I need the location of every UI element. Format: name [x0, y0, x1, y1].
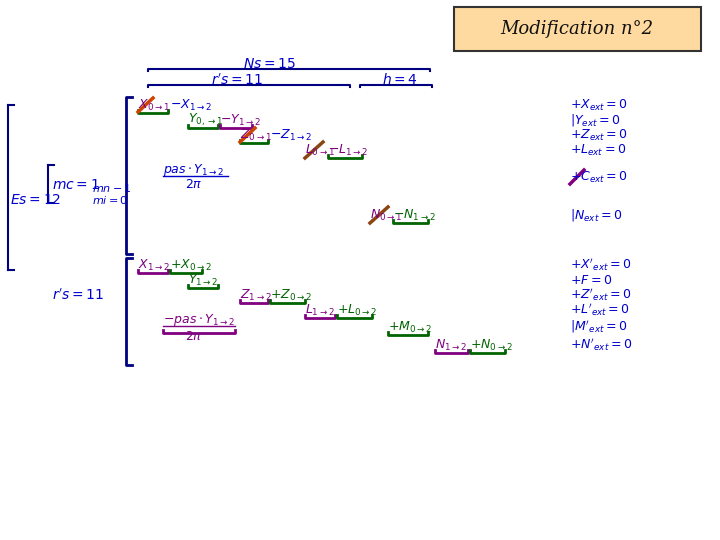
- Text: $X_{1\to2}$: $X_{1\to2}$: [138, 258, 170, 273]
- Text: $+ L_{0\to2}$: $+ L_{0\to2}$: [337, 302, 377, 318]
- Text: $r's = 11$: $r's = 11$: [211, 72, 263, 87]
- Text: $- L_{1\to2}$: $- L_{1\to2}$: [328, 143, 369, 158]
- Text: $+N_{0\to2}$: $+N_{0\to2}$: [470, 338, 513, 353]
- Text: $Z_{0\to1}$: $Z_{0\to1}$: [240, 127, 272, 143]
- Text: $2\pi$: $2\pi$: [185, 330, 202, 343]
- Text: Modification n°2: Modification n°2: [500, 20, 654, 38]
- Text: $| N_{ext} = 0$: $| N_{ext} = 0$: [570, 207, 622, 223]
- Text: $Z_{1\to2}$: $Z_{1\to2}$: [240, 287, 271, 302]
- FancyBboxPatch shape: [454, 7, 701, 51]
- Text: $+L'_{ext} = 0$: $+L'_{ext} = 0$: [570, 302, 630, 318]
- Text: $+M_{0\to2}$: $+M_{0\to2}$: [388, 320, 432, 335]
- Text: $mc = 1$: $mc = 1$: [52, 178, 100, 192]
- Text: $+C_{ext} = 0$: $+C_{ext} = 0$: [570, 170, 628, 185]
- Text: $- X_{1\to2}$: $- X_{1\to2}$: [170, 97, 212, 112]
- Text: $h = 4$: $h = 4$: [382, 72, 418, 87]
- Text: $| M'_{ext} = 0$: $| M'_{ext} = 0$: [570, 319, 628, 335]
- Text: $+X'_{ext} = 0$: $+X'_{ext} = 0$: [570, 256, 631, 273]
- Text: $- Y_{1\to2}$: $- Y_{1\to2}$: [220, 112, 261, 127]
- Text: $mi = 0$: $mi = 0$: [92, 194, 128, 206]
- Text: $pas \cdot Y_{1\to2}$: $pas \cdot Y_{1\to2}$: [163, 162, 225, 178]
- Text: $+F = 0$: $+F = 0$: [570, 273, 612, 287]
- Text: $+Z_{ext} = 0$: $+Z_{ext} = 0$: [570, 127, 628, 143]
- Text: $r's = 11$: $r's = 11$: [52, 287, 104, 302]
- Text: $X_{0\to1}$: $X_{0\to1}$: [138, 97, 170, 112]
- Text: $Y_{0,\to1}$: $Y_{0,\to1}$: [188, 112, 223, 128]
- Text: $mn - 1$: $mn - 1$: [92, 182, 132, 194]
- Text: $Ns = 15$: $Ns = 15$: [243, 57, 297, 71]
- Text: $+N'_{ext} = 0$: $+N'_{ext} = 0$: [570, 337, 632, 353]
- Text: $L_{1\to2}$: $L_{1\to2}$: [305, 302, 335, 318]
- Text: $| Y_{ext} = 0$: $| Y_{ext} = 0$: [570, 112, 621, 128]
- Text: $+Z'_{ext} = 0$: $+Z'_{ext} = 0$: [570, 287, 631, 303]
- Text: $L_{0\to1}$: $L_{0\to1}$: [305, 143, 335, 158]
- Text: $2\pi$: $2\pi$: [185, 179, 202, 192]
- Text: $Es = 12$: $Es = 12$: [10, 193, 61, 207]
- Text: $Y_{1\to2}$: $Y_{1\to2}$: [188, 273, 219, 287]
- Text: $- N_{1\to2}$: $- N_{1\to2}$: [393, 207, 436, 222]
- Text: $+X_{ext} = 0$: $+X_{ext} = 0$: [570, 97, 628, 112]
- Text: $N_{0\to1}$: $N_{0\to1}$: [370, 207, 402, 222]
- Text: $- Z_{1\to2}$: $- Z_{1\to2}$: [270, 127, 312, 143]
- Text: $+X_{0\to2}$: $+X_{0\to2}$: [170, 258, 212, 273]
- Text: $\mathregular{-}pas \cdot Y_{1\to2}$: $\mathregular{-}pas \cdot Y_{1\to2}$: [163, 312, 235, 328]
- Text: $+ Z_{0\to2}$: $+ Z_{0\to2}$: [270, 287, 312, 302]
- Text: $+L_{ext} = 0$: $+L_{ext} = 0$: [570, 143, 626, 158]
- Text: $N_{1\to2}$: $N_{1\to2}$: [435, 338, 467, 353]
